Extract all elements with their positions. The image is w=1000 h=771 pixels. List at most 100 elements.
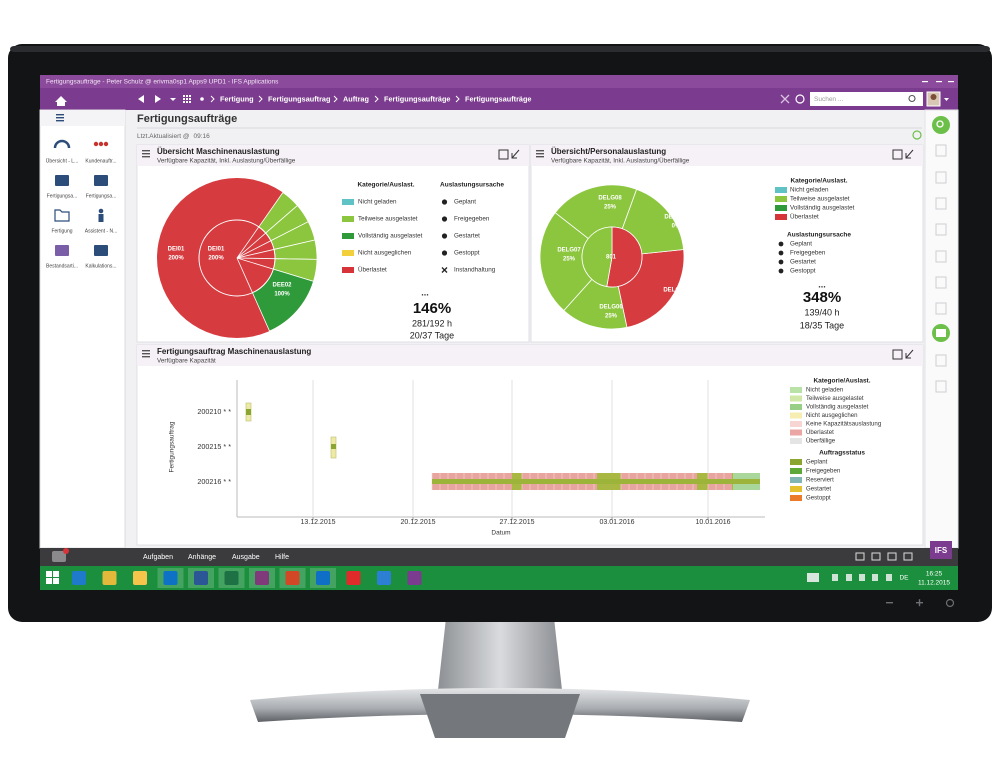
window-control[interactable] bbox=[948, 81, 954, 83]
menu-item[interactable]: Anhänge bbox=[188, 554, 216, 561]
menu-tool[interactable] bbox=[871, 552, 881, 561]
toolbar-search[interactable] bbox=[932, 116, 950, 134]
apps-icon[interactable] bbox=[183, 98, 185, 100]
menu-icon[interactable] bbox=[56, 117, 64, 119]
toolbar-icon[interactable] bbox=[935, 223, 947, 236]
chat-icon[interactable] bbox=[52, 551, 66, 562]
tray-language[interactable]: DE bbox=[899, 575, 909, 582]
avatar-dropdown[interactable] bbox=[944, 98, 949, 101]
menu-icon[interactable] bbox=[142, 350, 150, 352]
apps-icon[interactable] bbox=[189, 95, 191, 97]
start-button[interactable] bbox=[46, 578, 52, 584]
taskbar-app[interactable] bbox=[133, 571, 147, 585]
breadcrumb[interactable]: Fertigungsauftrag bbox=[268, 94, 330, 103]
apps-icon[interactable] bbox=[186, 101, 188, 103]
toolbar-icon[interactable] bbox=[935, 302, 947, 315]
menu-item[interactable]: Hilfe bbox=[275, 554, 289, 561]
close-icon[interactable] bbox=[780, 94, 790, 104]
menu-icon[interactable] bbox=[142, 353, 150, 355]
menu-icon[interactable] bbox=[142, 150, 150, 152]
apps-icon[interactable] bbox=[183, 101, 185, 103]
apps-icon[interactable] bbox=[189, 98, 191, 100]
toolbar-icon[interactable] bbox=[935, 276, 947, 289]
menu-icon[interactable] bbox=[142, 156, 150, 158]
nav-back[interactable] bbox=[138, 95, 144, 103]
search-placeholder[interactable]: Suchen ... bbox=[814, 96, 843, 103]
taskbar-app[interactable] bbox=[316, 571, 330, 585]
window-control[interactable] bbox=[922, 81, 928, 83]
toolbar-icon[interactable] bbox=[935, 354, 947, 367]
apps-icon[interactable] bbox=[186, 95, 188, 97]
sidebar-label[interactable]: Bestandsarti... bbox=[46, 263, 78, 269]
taskbar-app[interactable] bbox=[407, 571, 422, 585]
taskbar-app[interactable] bbox=[163, 571, 178, 585]
sidebar-label[interactable]: Assistent - N... bbox=[85, 228, 118, 234]
toolbar-icon[interactable] bbox=[935, 197, 947, 210]
panel-expand[interactable] bbox=[905, 149, 914, 159]
menu-icon[interactable] bbox=[536, 150, 544, 152]
panel-button[interactable] bbox=[892, 349, 903, 360]
breadcrumb[interactable]: Fertigungsaufträge bbox=[465, 94, 532, 103]
panel-button[interactable] bbox=[498, 149, 509, 160]
tray-icon[interactable] bbox=[886, 574, 892, 581]
toolbar-icon[interactable] bbox=[935, 380, 947, 393]
keyboard-icon[interactable] bbox=[807, 573, 819, 582]
breadcrumb[interactable]: Fertigung bbox=[220, 94, 254, 103]
monitor-buttons bbox=[886, 598, 955, 608]
tray-icon[interactable] bbox=[846, 574, 852, 581]
button-minus[interactable] bbox=[886, 602, 893, 604]
menu-icon[interactable] bbox=[536, 153, 544, 155]
nav-dropdown[interactable] bbox=[170, 98, 176, 101]
menu-icon[interactable] bbox=[536, 156, 544, 158]
taskbar-app[interactable] bbox=[72, 571, 86, 585]
taskbar-app[interactable] bbox=[194, 571, 208, 585]
nav-forward[interactable] bbox=[155, 95, 161, 103]
breadcrumb[interactable]: Auftrag bbox=[343, 94, 369, 103]
window-control[interactable] bbox=[936, 81, 942, 83]
menu-tool[interactable] bbox=[855, 552, 865, 561]
menu-icon[interactable] bbox=[56, 120, 64, 122]
menu-item[interactable]: Ausgabe bbox=[232, 554, 260, 561]
sidebar-icon bbox=[55, 245, 69, 256]
sidebar-label[interactable]: Fertigung bbox=[51, 228, 72, 234]
taskbar-app[interactable] bbox=[377, 571, 391, 585]
tray-icon[interactable] bbox=[832, 574, 838, 581]
panel-expand[interactable] bbox=[905, 349, 914, 359]
refresh-icon[interactable] bbox=[795, 94, 805, 104]
taskbar-app[interactable] bbox=[102, 571, 117, 585]
taskbar-app[interactable] bbox=[255, 571, 269, 585]
menu-icon[interactable] bbox=[142, 153, 150, 155]
taskbar-app[interactable] bbox=[224, 571, 239, 585]
menu-item[interactable]: Aufgaben bbox=[143, 554, 173, 561]
start-button[interactable] bbox=[53, 578, 59, 584]
search-icon[interactable] bbox=[908, 94, 916, 103]
toolbar-icon[interactable] bbox=[935, 250, 947, 263]
menu-icon[interactable] bbox=[142, 356, 150, 358]
home-icon[interactable] bbox=[55, 96, 67, 106]
taskbar-app[interactable] bbox=[285, 571, 300, 585]
sidebar-label[interactable]: Fertigungsa... bbox=[86, 193, 117, 199]
sidebar-label[interactable]: Fertigungsa... bbox=[47, 193, 78, 199]
tray-icon[interactable] bbox=[859, 574, 865, 581]
start-button[interactable] bbox=[46, 571, 52, 577]
panel-button[interactable] bbox=[892, 149, 903, 160]
search-box[interactable] bbox=[810, 92, 923, 106]
button-power[interactable] bbox=[945, 598, 955, 608]
toolbar-icon[interactable] bbox=[935, 144, 947, 157]
breadcrumb[interactable]: Fertigungsaufträge bbox=[384, 94, 451, 103]
apps-icon[interactable] bbox=[183, 95, 185, 97]
panel-expand[interactable] bbox=[511, 149, 520, 159]
tray-icon[interactable] bbox=[872, 574, 878, 581]
taskbar-app[interactable] bbox=[346, 571, 361, 585]
toolbar-icon[interactable] bbox=[935, 171, 947, 184]
menu-tool[interactable] bbox=[903, 552, 913, 561]
sidebar-label[interactable]: Übersicht - L... bbox=[46, 157, 79, 164]
apps-icon[interactable] bbox=[189, 101, 191, 103]
button-plus-v[interactable] bbox=[918, 599, 921, 607]
menu-tool[interactable] bbox=[887, 552, 897, 561]
sidebar-label[interactable]: Kundenauftr... bbox=[85, 158, 116, 164]
start-button[interactable] bbox=[53, 571, 59, 577]
apps-icon[interactable] bbox=[186, 98, 188, 100]
menu-icon[interactable] bbox=[56, 114, 64, 116]
sidebar-label[interactable]: Kalkulations... bbox=[85, 263, 116, 269]
